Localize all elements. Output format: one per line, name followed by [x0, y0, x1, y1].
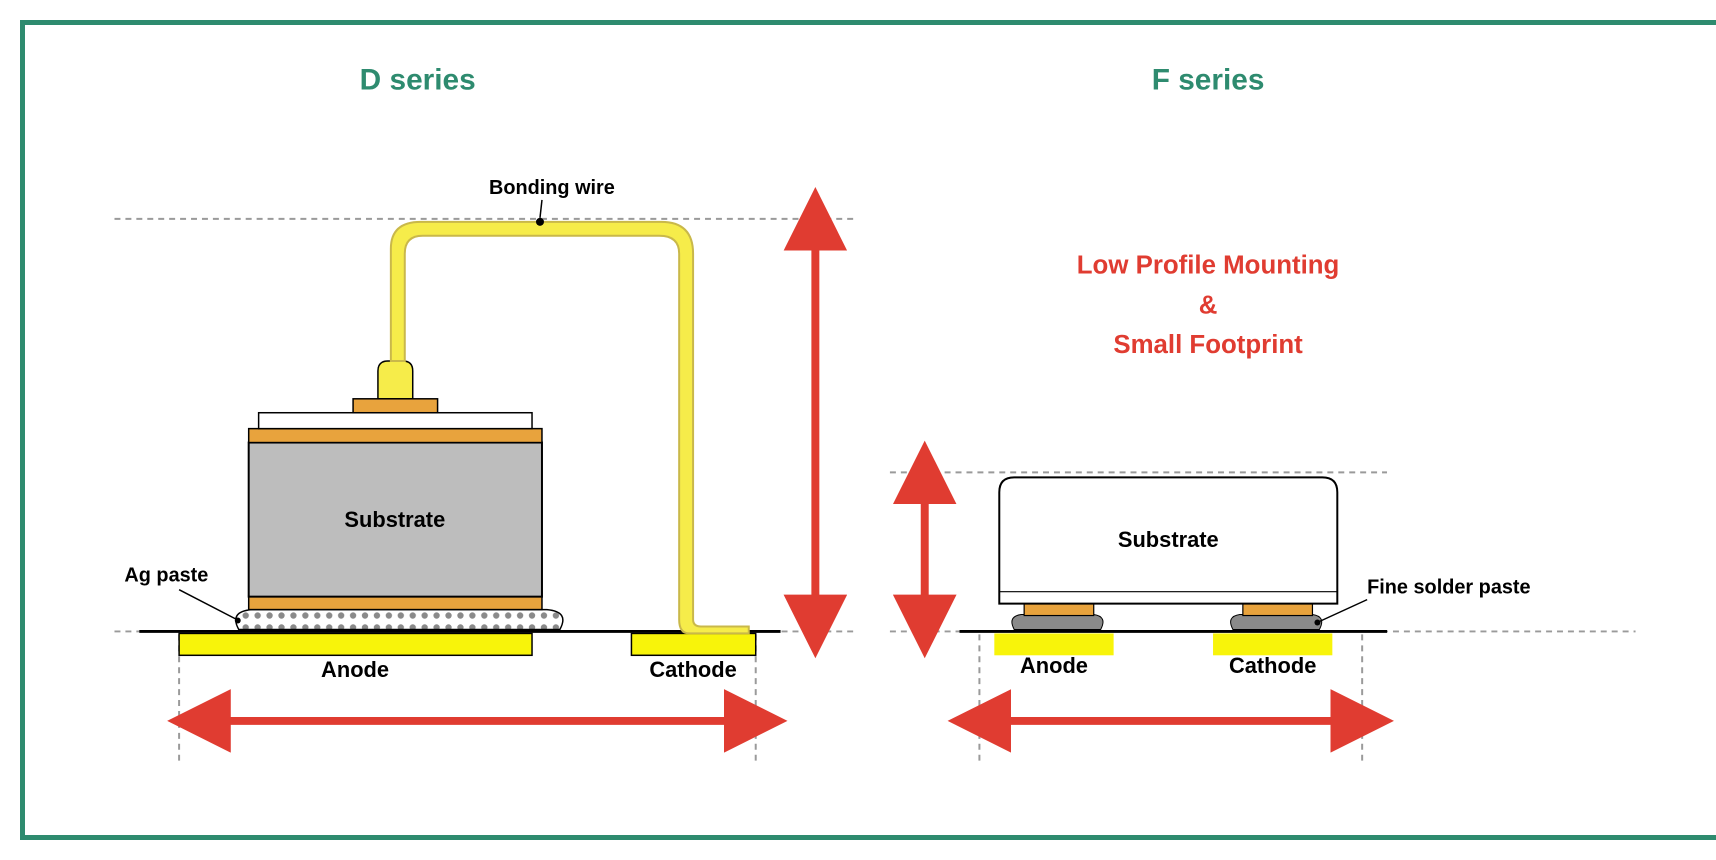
- d-substrate-label: Substrate: [344, 507, 445, 532]
- f-cathode-label: Cathode: [1229, 653, 1316, 678]
- f-callout-line2: &: [1199, 291, 1218, 319]
- f-contact-anode: [1024, 604, 1094, 616]
- d-bond-ball: [378, 361, 413, 399]
- f-contact-cathode: [1243, 604, 1313, 616]
- bonding-wire-leader: [540, 200, 542, 218]
- d-cathode-pad: [631, 633, 755, 655]
- diagram-svg: D series F series Bonding wire Ag paste …: [25, 25, 1716, 840]
- ag-paste-label: Ag paste: [124, 565, 208, 587]
- ag-paste-leader: [179, 590, 237, 620]
- d-wire-dot: [536, 218, 544, 226]
- bonding-wire-label: Bonding wire: [489, 177, 615, 199]
- f-solder-anode: [1012, 615, 1103, 630]
- f-solder-cathode: [1231, 615, 1322, 630]
- fine-solder-dot: [1314, 620, 1320, 626]
- ag-paste-dot: [235, 618, 241, 624]
- f-anode-pad: [994, 633, 1113, 655]
- f-callout-line1: Low Profile Mounting: [1077, 252, 1340, 280]
- d-sub-top-orange: [249, 429, 542, 443]
- d-white-layer: [259, 413, 532, 429]
- f-series-title: F series: [1152, 64, 1265, 97]
- d-series-title: D series: [360, 64, 476, 97]
- f-callout-line3: Small Footprint: [1113, 331, 1303, 359]
- f-anode-label: Anode: [1020, 653, 1088, 678]
- f-substrate-label: Substrate: [1118, 527, 1219, 552]
- d-ag-paste: [236, 610, 563, 630]
- f-cathode-pad: [1213, 633, 1332, 655]
- d-cathode-label: Cathode: [649, 657, 736, 682]
- fine-solder-label: Fine solder paste: [1367, 577, 1530, 599]
- d-anode-pad: [179, 633, 532, 655]
- diagram-frame: D series F series Bonding wire Ag paste …: [20, 20, 1716, 840]
- d-anode-label: Anode: [321, 657, 389, 682]
- d-upper-orange-plate: [353, 399, 438, 413]
- d-sub-bottom-orange: [249, 596, 542, 610]
